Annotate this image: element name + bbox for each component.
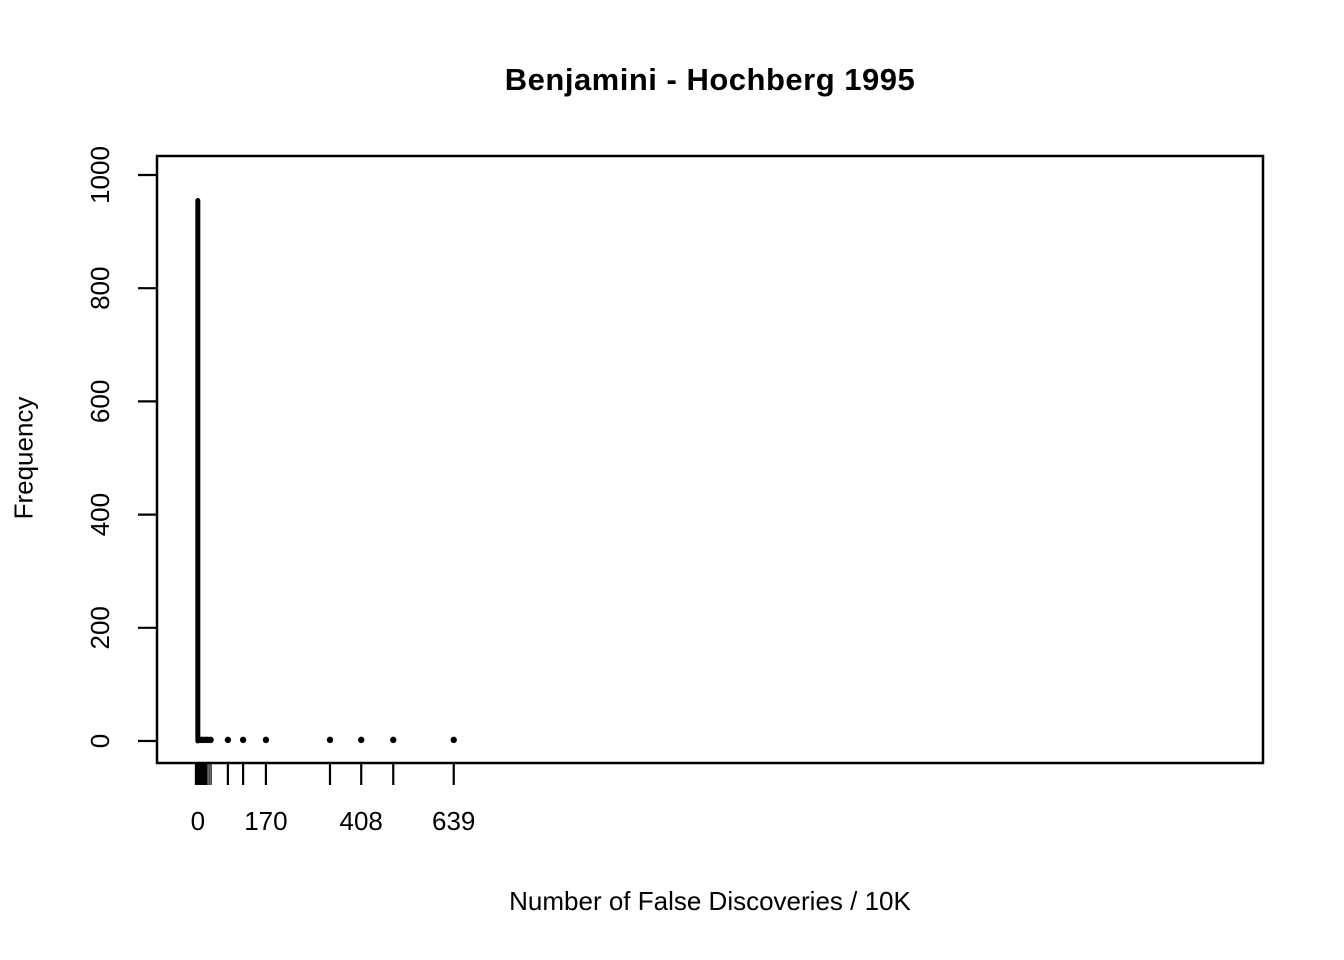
data-point bbox=[207, 736, 214, 744]
data-point bbox=[450, 736, 457, 744]
data-point bbox=[358, 736, 365, 744]
data-point bbox=[224, 736, 232, 744]
y-axis-tick-label: 0 bbox=[85, 734, 115, 748]
data-point bbox=[326, 736, 334, 744]
y-axis-tick-label: 200 bbox=[85, 606, 115, 649]
data-point bbox=[262, 736, 270, 744]
data-point bbox=[239, 736, 247, 744]
rug-block bbox=[194, 764, 208, 785]
x-axis-tick-label: 408 bbox=[340, 806, 383, 836]
y-axis-tick-label: 400 bbox=[85, 493, 115, 536]
x-axis-tick-label: 170 bbox=[244, 806, 287, 836]
y-axis-tick-label: 1000 bbox=[85, 146, 115, 204]
chart-title: Benjamini - Hochberg 1995 bbox=[504, 62, 916, 97]
plot-border bbox=[155, 154, 1265, 765]
x-axis-tick-label: 0 bbox=[191, 806, 205, 836]
y-axis-tick-label: 800 bbox=[85, 267, 115, 310]
y-axis-label: Frequency bbox=[8, 396, 39, 520]
data-point bbox=[390, 736, 397, 744]
x-axis-tick-label: 639 bbox=[432, 806, 475, 836]
y-axis-tick-label: 600 bbox=[85, 380, 115, 423]
x-axis-label: Number of False Discoveries / 10K bbox=[509, 886, 911, 916]
